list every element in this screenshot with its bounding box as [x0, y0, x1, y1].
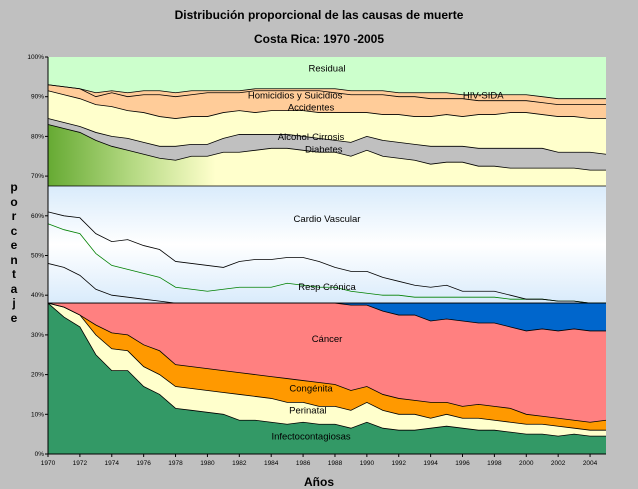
x-tick-label: 1996 — [455, 460, 470, 467]
x-tick-label: 1998 — [487, 460, 502, 467]
x-axis-label: Años — [304, 475, 334, 489]
line-resp-upper — [47, 223, 606, 304]
boundary-perinatal — [47, 302, 606, 431]
y-tick-label: 60% — [31, 213, 44, 220]
boundary-infectocontagiosas — [47, 302, 606, 437]
y-axis-label-letter: c — [10, 223, 18, 238]
series-label-hiv-sida: HIV-SIDA — [463, 91, 504, 102]
series-label-resp-cr-nica: Resp Crónica — [298, 282, 356, 293]
y-tick-label: 20% — [31, 372, 44, 379]
y-axis-label-letter: t — [12, 267, 16, 281]
series-label-cardio-vascular: Cardio Vascular — [294, 214, 361, 225]
y-tick-label: 50% — [31, 253, 44, 260]
y-axis-label-letter: o — [10, 194, 18, 209]
series-label-perinatal: Perinatal — [289, 406, 327, 417]
x-tick-label: 1986 — [296, 460, 311, 467]
y-axis-label-letter: a — [10, 281, 18, 296]
x-tick-label: 1972 — [73, 460, 88, 467]
x-tick-label: 2004 — [583, 460, 598, 467]
area-c-ncer — [48, 303, 606, 423]
x-tick-label: 1974 — [105, 460, 120, 467]
x-tick-label: 1976 — [136, 460, 151, 467]
series-label-diabetes: Diabetes — [305, 145, 343, 156]
y-axis-label-letter: e — [10, 310, 18, 325]
chart-title: Distribución proporcional de las causas … — [174, 8, 464, 22]
boundary-hiv-sida — [47, 84, 606, 100]
x-tick-label: 1994 — [423, 460, 438, 467]
x-tick-label: 1992 — [392, 460, 407, 467]
area-cardio-vascular — [48, 186, 606, 304]
boundary-alcohol-cirrosis — [47, 118, 607, 155]
series-label-c-ncer: Cáncer — [312, 334, 343, 345]
chart-subtitle: Costa Rica: 1970 -2005 — [253, 32, 385, 46]
series-label-accidentes: Accidentes — [288, 103, 335, 114]
y-axis-label-letter: j — [12, 296, 16, 310]
x-tick-label: 1978 — [168, 460, 183, 467]
area-homicidios-y-suicidios — [48, 84, 606, 119]
y-tick-label: 10% — [31, 411, 44, 418]
x-tick-label: 1984 — [264, 460, 279, 467]
x-tick-label: 1980 — [200, 460, 215, 467]
y-tick-label: 80% — [31, 133, 44, 140]
y-tick-label: 70% — [31, 173, 44, 180]
boundary-homicidios-y-suicidios — [47, 84, 606, 106]
series-label-residual: Residual — [309, 63, 346, 74]
line-cardio-inner — [47, 211, 606, 304]
area-tumores — [48, 303, 606, 331]
series-label-alcohol-cirrosis: Alcohol-Cirrosis — [278, 132, 345, 143]
area-residual — [48, 57, 606, 99]
area-perinatal — [48, 303, 606, 437]
area-diabetes — [48, 124, 606, 187]
y-tick-label: 100% — [27, 54, 44, 61]
y-tick-label: 0% — [35, 451, 45, 458]
x-tick-label: 1970 — [41, 460, 56, 467]
y-axis-label-letter: e — [10, 238, 18, 252]
series-label-cong-nita: Congénita — [289, 383, 333, 394]
y-axis-label-letter: r — [11, 209, 17, 223]
x-tick-label: 2000 — [519, 460, 534, 467]
boundary-accidentes — [47, 90, 606, 119]
x-tick-label: 1990 — [360, 460, 375, 467]
area-alcohol-cirrosis — [48, 118, 606, 171]
boundary-cong-nita — [47, 302, 607, 423]
y-axis-label-letter: n — [10, 252, 18, 267]
area-infectocontagiosas — [48, 303, 606, 454]
y-tick-label: 90% — [31, 94, 44, 101]
x-tick-label: 1982 — [232, 460, 247, 467]
y-tick-label: 40% — [31, 292, 44, 299]
boundary-diabetes — [47, 124, 606, 171]
series-label-infectocontagiosas: Infectocontagiosas — [271, 432, 350, 443]
y-tick-label: 30% — [31, 332, 44, 339]
y-axis-label-letter: p — [10, 180, 18, 194]
series-label-homicidios-y-suicidios: Homicidios y Suicidios — [248, 91, 343, 102]
area-accidentes — [48, 90, 606, 155]
line-resp-middle — [47, 263, 606, 304]
x-tick-label: 1988 — [328, 460, 343, 467]
x-tick-label: 2002 — [551, 460, 566, 467]
